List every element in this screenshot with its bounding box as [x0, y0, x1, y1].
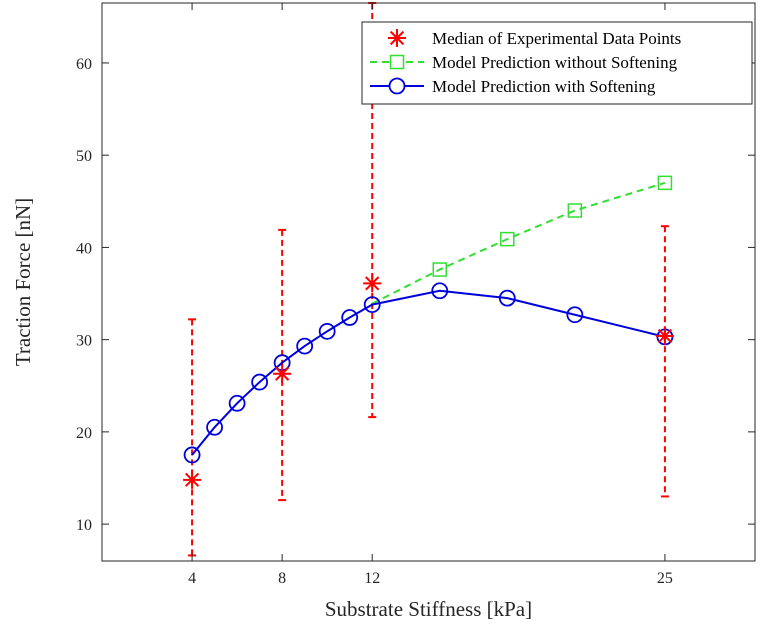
y-tick-label: 40	[76, 240, 92, 257]
circle-marker	[183, 446, 201, 464]
asterisk-marker	[183, 470, 202, 489]
circle-marker	[363, 296, 381, 313]
axes: 4 8 12 25 10 20 30 40 50 60	[76, 2, 756, 587]
circle-marker	[566, 306, 584, 324]
x-tick-label: 8	[278, 570, 286, 587]
legend-label: Model Prediction without Softening	[432, 53, 678, 72]
circle-marker	[296, 337, 314, 355]
circle-marker	[431, 282, 449, 300]
legend: Median of Experimental Data Points Model …	[361, 21, 753, 105]
y-tick-label: 50	[76, 148, 92, 165]
square-marker	[500, 231, 515, 247]
square-marker	[567, 203, 583, 218]
series-line-with-softening	[191, 289, 666, 456]
y-tick-label: 60	[76, 56, 92, 73]
plot-area	[183, 2, 674, 557]
x-axis-title: Substrate Stiffness [kPa]	[325, 597, 532, 621]
circle-marker	[251, 373, 269, 391]
circle-marker	[206, 418, 223, 436]
x-tick-label: 25	[657, 570, 673, 587]
circle-marker	[318, 322, 336, 340]
series-line-without-softening	[371, 181, 666, 305]
legend-label: Model Prediction with Softening	[432, 77, 656, 96]
legend-label: Median of Experimental Data Points	[432, 29, 681, 48]
axes-box	[101, 2, 756, 562]
legend-box	[361, 21, 753, 105]
y-tick-label: 10	[76, 517, 92, 534]
asterisk-marker	[273, 364, 292, 383]
x-tick-label: 4	[188, 570, 196, 587]
circle-marker	[498, 289, 516, 307]
x-tick-label: 12	[364, 570, 380, 587]
y-tick-label: 20	[76, 425, 92, 442]
y-axis-title: Traction Force [nN]	[11, 198, 35, 366]
circle-marker	[341, 309, 359, 326]
legend-circle-marker	[388, 77, 406, 95]
legend-asterisk-marker	[388, 29, 406, 47]
square-marker	[657, 175, 673, 191]
square-marker	[432, 262, 448, 277]
y-tick-label: 30	[76, 333, 92, 350]
asterisk-marker	[655, 326, 674, 345]
circle-marker	[228, 394, 246, 412]
asterisk-marker	[363, 274, 382, 293]
legend-square-marker	[389, 54, 405, 70]
